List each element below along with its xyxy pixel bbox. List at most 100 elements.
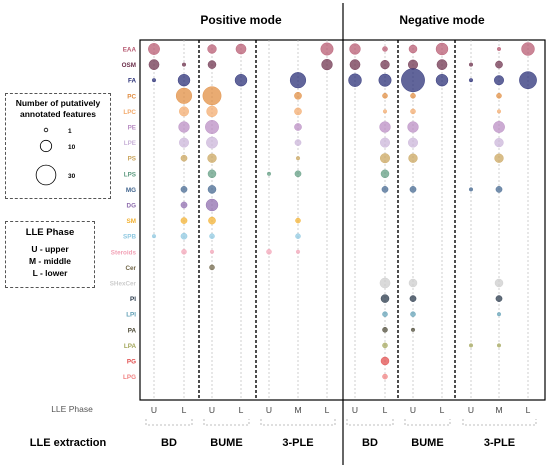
size-legend-bubbles: 1 10 30 [35,127,76,186]
phase-tick-label: U [468,405,474,415]
bubble [202,86,222,106]
bubble [379,121,391,133]
bubble [407,121,419,133]
bubble [380,153,390,164]
row-label: Cer [126,265,137,272]
bubble [180,201,188,209]
extraction-bracket [404,419,451,426]
bubble [348,73,362,87]
phase-tick-label: L [325,405,330,415]
bubble [380,169,390,179]
bubble [295,217,301,224]
bubble [469,343,474,348]
bubble [411,327,416,332]
bubble [148,59,160,70]
bubble [234,74,248,87]
row-label: SM [127,218,136,225]
bubble [206,136,218,149]
bubble [469,78,474,83]
extraction-group-label: BUME [411,437,443,449]
bubble [179,137,189,148]
row-label: PE [128,125,136,132]
bubble [180,232,188,240]
bubble [296,249,301,254]
bubble [381,186,389,193]
size-legend-circle [39,139,53,153]
row-label: SHexCer [110,281,137,288]
bubble [494,75,504,86]
row-label: LPA [124,343,137,350]
size-legend-title-2: annotated features [19,109,97,119]
bubble [408,59,418,70]
phase-legend-lower: L - lower [32,268,68,278]
bubble [380,59,390,70]
bubble [379,277,391,289]
bubble [175,87,193,104]
bubble [380,137,390,148]
bubble [408,44,418,54]
bubble [495,186,503,193]
size-legend-label: 30 [68,173,76,180]
row-label: DG [127,203,137,210]
bubble [410,108,416,115]
extraction-bracket [260,419,336,426]
size-legend-label: 10 [68,144,76,151]
bubble [519,71,537,90]
bubble [497,312,502,317]
bubble [178,121,190,133]
bubble [495,295,503,302]
phase-legend-title: LLE Phase [25,227,75,238]
row-label: PA [128,327,137,334]
bubble [266,249,272,255]
bubble [209,249,214,254]
row-label: LPC [123,109,136,116]
phase-tick-label: M [294,405,301,415]
row-label: LPS [124,171,136,178]
bubble [436,59,448,70]
phase-tick-label: L [383,405,388,415]
bubble [207,44,217,54]
phase-legend-upper: U - upper [31,244,69,254]
phase-tick-label: M [495,405,502,415]
row-label: MG [126,187,136,194]
mode-title: Positive mode [200,13,282,27]
bubble [382,342,388,349]
bubble [401,68,425,93]
bubble [435,74,449,87]
row-label: LPE [124,140,136,147]
bubble [180,154,188,162]
bubble [289,72,307,89]
bubble [180,186,188,193]
bubble [206,105,218,118]
bubble [180,217,188,224]
phase-tick-label: L [526,405,531,415]
bubble [382,327,388,333]
bubble [497,47,502,52]
size-legend-circle [35,164,57,186]
bubble [181,62,186,67]
bubble [179,106,189,117]
bubble [382,46,388,52]
extraction-group-label: BD [362,437,378,449]
size-legend-title-1: Number of putatively [15,98,101,108]
bubble [410,311,416,317]
bubble [321,58,333,71]
bubble [207,153,217,163]
size-legend: Number of putatively annotated features … [5,93,111,199]
bubble [497,343,502,348]
bubble [493,121,505,133]
bubble [205,198,219,212]
bubble [294,123,302,131]
bubble [205,120,219,134]
mode-title: Negative mode [399,13,485,27]
bubble [408,278,418,288]
extraction-group-label: 3-PLE [484,437,515,449]
extraction-bracket [462,419,537,426]
bubble [208,216,216,225]
bubble [209,264,215,271]
bubble [408,137,418,148]
phase-tick-label: U [151,405,157,415]
row-label: EAA [123,47,137,54]
bubble [521,42,535,56]
phase-axis-label: LLE Phase [51,404,93,414]
